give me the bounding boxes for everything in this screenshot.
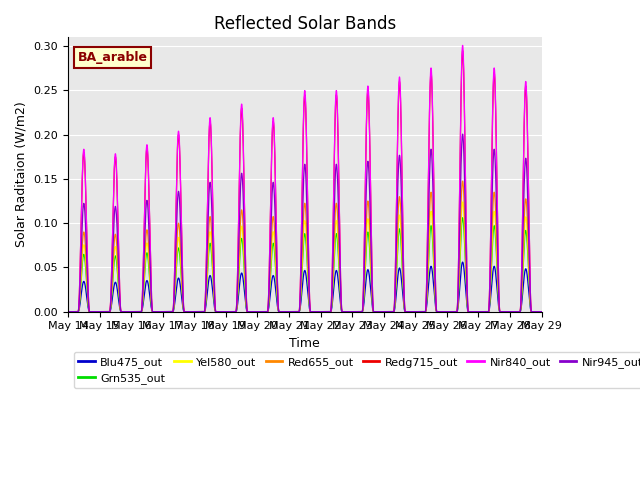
Yel580_out (370, 309, 378, 314)
Nir945_out (64, 309, 72, 314)
Red655_out (538, 309, 545, 314)
Yel580_out (161, 309, 168, 314)
Grn535_out (166, 309, 173, 314)
Grn535_out (161, 309, 168, 314)
Grn535_out (437, 309, 445, 314)
Nir945_out (459, 131, 467, 137)
Line: Nir945_out: Nir945_out (68, 134, 541, 312)
Line: Nir840_out: Nir840_out (68, 46, 541, 312)
Blu475_out (370, 309, 378, 314)
Nir840_out (64, 309, 72, 314)
Grn535_out (241, 288, 249, 293)
Red655_out (166, 309, 173, 314)
Nir945_out (161, 309, 168, 314)
Blu475_out (437, 309, 445, 314)
Grn535_out (538, 309, 545, 314)
Nir945_out (370, 309, 378, 314)
Red655_out (241, 279, 249, 285)
Yel580_out (536, 309, 544, 314)
Line: Redg715_out: Redg715_out (68, 50, 541, 312)
Nir945_out (536, 309, 544, 314)
Line: Yel580_out: Yel580_out (68, 202, 541, 312)
Y-axis label: Solar Raditaion (W/m2): Solar Raditaion (W/m2) (15, 102, 28, 247)
Nir840_out (241, 249, 249, 254)
Blu475_out (64, 309, 72, 314)
Nir840_out (538, 309, 545, 314)
Yel580_out (241, 284, 249, 290)
Redg715_out (536, 309, 544, 314)
Red655_out (370, 309, 378, 314)
Text: BA_arable: BA_arable (77, 51, 147, 64)
Grn535_out (370, 309, 378, 314)
Nir945_out (241, 269, 249, 275)
Nir945_out (538, 309, 545, 314)
Grn535_out (536, 309, 544, 314)
Legend: Blu475_out, Grn535_out, Yel580_out, Red655_out, Redg715_out, Nir840_out, Nir945_: Blu475_out, Grn535_out, Yel580_out, Red6… (74, 352, 640, 388)
Nir840_out (370, 309, 378, 314)
Title: Reflected Solar Bands: Reflected Solar Bands (214, 15, 396, 33)
Nir840_out (536, 309, 544, 314)
Yel580_out (64, 309, 72, 314)
Blu475_out (536, 309, 544, 314)
Nir945_out (166, 309, 173, 314)
Nir840_out (161, 309, 168, 314)
Nir840_out (166, 309, 173, 314)
Blu475_out (459, 259, 467, 265)
Yel580_out (437, 309, 445, 314)
Redg715_out (538, 309, 545, 314)
Nir840_out (437, 309, 445, 314)
Red655_out (161, 309, 168, 314)
Redg715_out (437, 309, 445, 314)
Redg715_out (459, 48, 467, 53)
Red655_out (459, 178, 467, 184)
Redg715_out (64, 309, 72, 314)
Grn535_out (64, 309, 72, 314)
Yel580_out (538, 309, 545, 314)
Nir945_out (437, 309, 445, 314)
Red655_out (536, 309, 544, 314)
Nir840_out (459, 43, 467, 48)
Redg715_out (161, 309, 168, 314)
Line: Blu475_out: Blu475_out (68, 262, 541, 312)
Line: Grn535_out: Grn535_out (68, 218, 541, 312)
Grn535_out (459, 215, 467, 221)
X-axis label: Time: Time (289, 337, 320, 350)
Yel580_out (166, 309, 173, 314)
Redg715_out (241, 250, 249, 255)
Blu475_out (166, 309, 173, 314)
Yel580_out (459, 199, 467, 205)
Redg715_out (166, 309, 173, 314)
Redg715_out (370, 309, 378, 314)
Blu475_out (161, 309, 168, 314)
Blu475_out (241, 298, 249, 303)
Line: Red655_out: Red655_out (68, 181, 541, 312)
Red655_out (437, 309, 445, 314)
Blu475_out (538, 309, 545, 314)
Red655_out (64, 309, 72, 314)
